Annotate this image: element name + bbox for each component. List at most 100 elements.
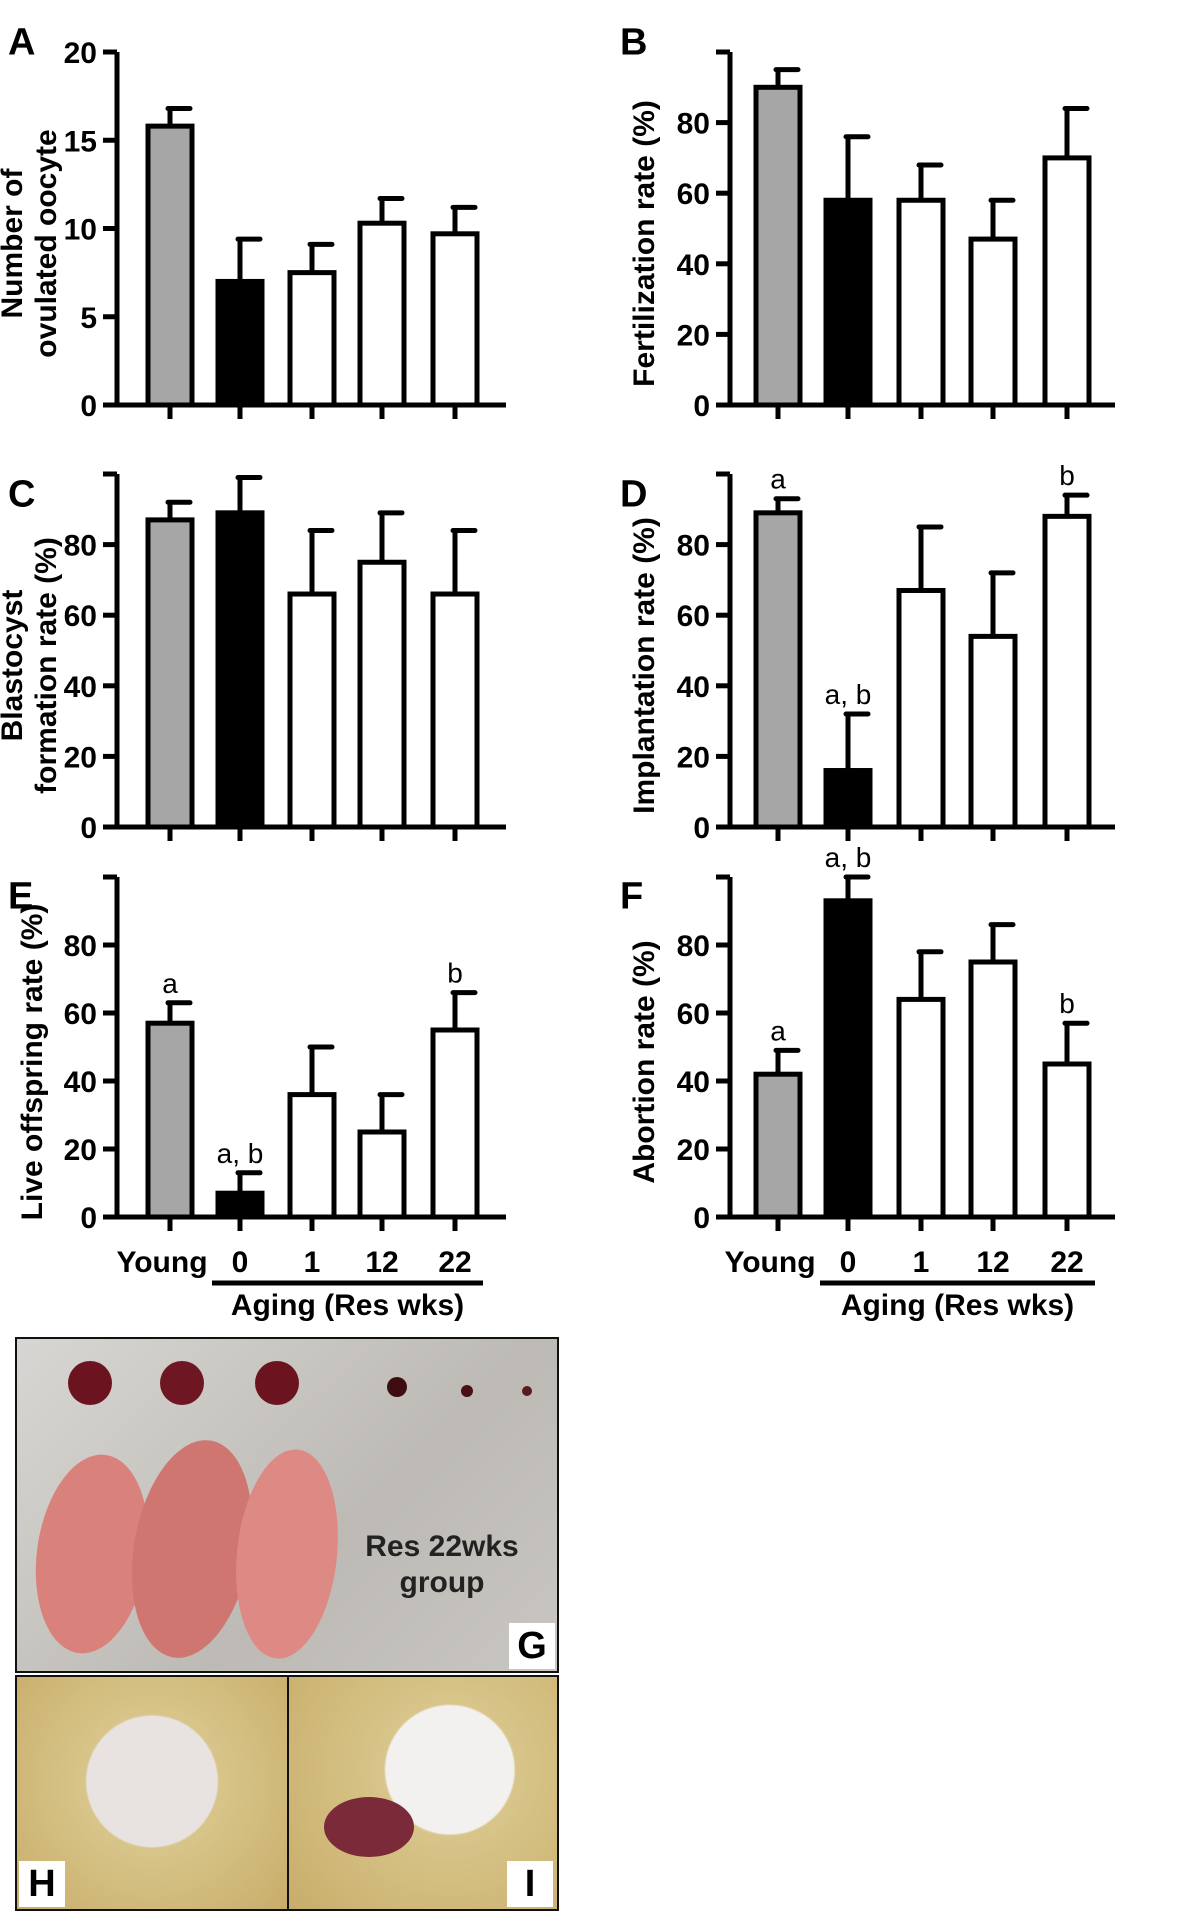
bar-1 — [287, 591, 337, 830]
bar-1 — [896, 197, 946, 408]
x-tick-label: 1 — [913, 1246, 930, 1279]
bar-0 — [823, 768, 873, 830]
photo-caption: Res 22wks group — [365, 1530, 519, 1599]
bar-22 — [430, 231, 480, 408]
photo-h-pups-in-bedding: H — [15, 1675, 289, 1911]
x-tick-label: 0 — [232, 1246, 249, 1279]
bar-Young — [753, 84, 803, 408]
significance-label: a, b — [825, 842, 872, 873]
significance-label: b — [447, 958, 463, 989]
bar-1 — [896, 587, 946, 830]
y-tick-label: 60 — [677, 998, 710, 1031]
y-tick-label: 10 — [64, 214, 97, 247]
bar-Young — [753, 1071, 803, 1220]
y-tick-label: 60 — [64, 600, 97, 633]
y-tick-label: 60 — [677, 600, 710, 633]
panel-label-d: D — [620, 473, 647, 515]
bar-22 — [1042, 1061, 1092, 1220]
y-tick-label: 80 — [677, 108, 710, 141]
x-tick-label: Young — [724, 1246, 815, 1279]
y-tick-label: 80 — [677, 930, 710, 963]
y-tick-label: 20 — [64, 741, 97, 774]
y-tick-label: 20 — [64, 1134, 97, 1167]
x-group-label: Aging (Res wks) — [841, 1289, 1074, 1322]
bar-12 — [968, 959, 1018, 1220]
y-axis-label: Abortion rate (%) — [628, 940, 661, 1183]
y-tick-label: 40 — [64, 1066, 97, 1099]
y-axis-label: Blastocyst — [0, 590, 29, 742]
bar-1 — [287, 1092, 337, 1220]
bar-Young — [145, 1020, 195, 1220]
bar-22 — [430, 1027, 480, 1220]
y-tick-label: 80 — [677, 530, 710, 563]
panel-label-i: I — [507, 1861, 553, 1907]
y-tick-label: 0 — [693, 390, 710, 423]
panel-label-h: H — [19, 1861, 65, 1907]
y-axis-label: Number of — [0, 167, 29, 318]
y-tick-label: 60 — [64, 998, 97, 1031]
bar-12 — [357, 1129, 407, 1220]
bar-Young — [145, 123, 195, 408]
dead-pups-illustration — [324, 1797, 414, 1857]
y-tick-label: 0 — [693, 812, 710, 845]
x-tick-label: 12 — [365, 1246, 398, 1279]
bar-12 — [968, 633, 1018, 830]
y-tick-label: 40 — [677, 249, 710, 282]
y-axis-label: Fertilization rate (%) — [628, 100, 661, 387]
bar-12 — [357, 559, 407, 830]
significance-label: b — [1059, 460, 1075, 491]
y-tick-label: 0 — [80, 390, 97, 423]
bar-12 — [968, 236, 1018, 408]
bar-1 — [287, 270, 337, 408]
panel-label-f: F — [620, 875, 643, 917]
x-tick-label: 12 — [976, 1246, 1009, 1279]
bar-0 — [823, 197, 873, 408]
bar-Young — [145, 517, 195, 830]
y-tick-label: 20 — [677, 1134, 710, 1167]
y-tick-label: 20 — [677, 741, 710, 774]
photo-g-placentas-and-pups: Res 22wks group G — [15, 1337, 559, 1673]
y-tick-label: 40 — [677, 1066, 710, 1099]
y-tick-label: 0 — [693, 1202, 710, 1235]
panel-label-g: G — [509, 1623, 555, 1669]
panel-label-b: B — [620, 21, 647, 63]
y-tick-label: 40 — [677, 671, 710, 704]
x-tick-label: 22 — [438, 1246, 471, 1279]
bar-Young — [753, 510, 803, 830]
pups-illustration — [35, 1361, 532, 1659]
y-tick-label: 5 — [80, 302, 97, 335]
y-tick-label: 20 — [64, 37, 97, 70]
bar-1 — [896, 996, 946, 1220]
y-tick-label: 80 — [64, 930, 97, 963]
y-tick-label: 40 — [64, 671, 97, 704]
y-axis-label: ovulated oocyte — [30, 129, 63, 357]
x-tick-label: Young — [116, 1246, 207, 1279]
significance-label: a — [770, 464, 786, 495]
y-tick-label: 20 — [677, 319, 710, 352]
y-axis-label: Live offspring rate (%) — [16, 904, 49, 1221]
y-tick-label: 15 — [64, 125, 97, 158]
bar-22 — [430, 591, 480, 830]
significance-label: a, b — [217, 1138, 264, 1169]
bar-12 — [357, 220, 407, 408]
panel-label-e: E — [8, 875, 33, 917]
significance-label: a — [162, 968, 178, 999]
significance-label: a — [770, 1015, 786, 1046]
bar-0 — [215, 1190, 265, 1220]
y-tick-label: 60 — [677, 178, 710, 211]
panel-label-a: A — [8, 21, 35, 63]
x-tick-label: 1 — [304, 1246, 321, 1279]
y-tick-label: 0 — [80, 1202, 97, 1235]
x-tick-label: 22 — [1050, 1246, 1083, 1279]
bar-22 — [1042, 513, 1092, 830]
bar-0 — [215, 278, 265, 408]
bar-0 — [215, 510, 265, 830]
x-group-label: Aging (Res wks) — [231, 1289, 464, 1322]
panel-label-c: C — [8, 473, 35, 515]
bar-0 — [823, 898, 873, 1220]
y-axis-label: Implantation rate (%) — [628, 517, 661, 814]
significance-label: a, b — [825, 679, 872, 710]
y-tick-label: 0 — [80, 812, 97, 845]
significance-label: b — [1059, 988, 1075, 1019]
